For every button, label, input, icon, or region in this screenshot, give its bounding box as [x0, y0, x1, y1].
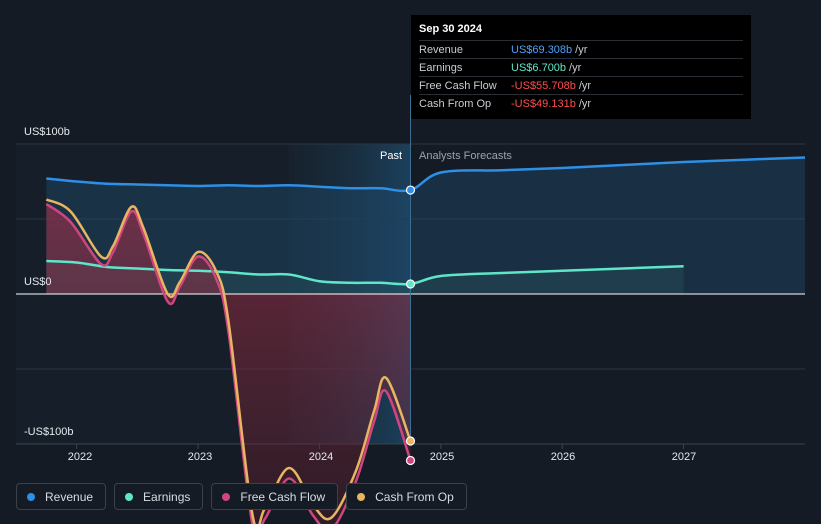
x-tick-label: 2026 — [550, 451, 576, 463]
tooltip-row-cfo: Cash From Op -US$49.131b /yr — [419, 94, 743, 112]
tooltip-value: US$6.700b — [511, 61, 567, 74]
tooltip-row-revenue: Revenue US$69.308b /yr — [419, 40, 743, 58]
legend-dot-icon — [27, 492, 35, 501]
x-tick-label: 2024 — [308, 451, 334, 463]
tooltip-value: -US$49.131b — [511, 97, 576, 110]
legend-label: Revenue — [45, 489, 94, 504]
x-tick-label: 2022 — [67, 451, 93, 463]
y-tick-label: US$100b — [24, 126, 70, 138]
fcf-marker — [405, 455, 416, 466]
legend-dot-icon — [357, 492, 366, 501]
tooltip-label: Earnings — [419, 61, 463, 74]
tooltip-label: Cash From Op — [419, 97, 492, 110]
legend-item-cash-from-op[interactable]: Cash From Op — [346, 483, 467, 510]
tooltip-row-earnings: Earnings US$6.700b /yr — [419, 58, 743, 76]
legend: Revenue Earnings Free Cash Flow Cash Fro… — [16, 483, 467, 510]
earnings-line — [46, 259, 684, 286]
legend-item-revenue[interactable]: Revenue — [16, 483, 107, 510]
y-tick-label: US$0 — [24, 276, 52, 288]
tooltip-unit: /yr — [578, 97, 592, 110]
legend-item-earnings[interactable]: Earnings — [114, 483, 204, 510]
tooltip-unit: /yr — [578, 79, 592, 92]
revenue-marker — [405, 185, 416, 195]
tooltip-panel: Sep 30 2024 Revenue US$69.308b /yr Earni… — [411, 15, 751, 119]
tooltip-label: Free Cash Flow — [419, 79, 497, 92]
legend-label: Cash From Op — [375, 489, 454, 504]
legend-dot-icon — [222, 492, 231, 501]
y-tick-label: -US$100b — [24, 426, 74, 438]
earnings-marker — [405, 279, 416, 289]
cfo-marker — [405, 436, 416, 446]
tooltip-value: US$69.308b — [511, 43, 573, 56]
x-tick-label: 2027 — [671, 451, 697, 463]
tooltip-date: Sep 30 2024 — [419, 23, 482, 35]
x-tick-label: 2023 — [187, 451, 213, 463]
past-label: Past — [380, 150, 403, 162]
tooltip-label: Revenue — [419, 43, 464, 56]
revenue-area — [46, 157, 806, 294]
tooltip-unit: /yr — [569, 61, 582, 74]
forecast-label: Analysts Forecasts — [419, 150, 512, 162]
legend-label: Free Cash Flow — [240, 489, 326, 504]
revenue-line — [46, 156, 806, 193]
cfo-line — [45, 198, 412, 524]
tooltip-value: -US$55.708b — [511, 79, 576, 92]
legend-dot-icon — [125, 492, 134, 501]
tooltip-row-fcf: Free Cash Flow -US$55.708b /yr — [419, 76, 743, 94]
x-tick-label: 2025 — [429, 451, 455, 463]
tooltip-unit: /yr — [575, 43, 588, 56]
legend-item-free-cash-flow[interactable]: Free Cash Flow — [211, 483, 339, 510]
legend-label: Earnings — [143, 489, 191, 504]
